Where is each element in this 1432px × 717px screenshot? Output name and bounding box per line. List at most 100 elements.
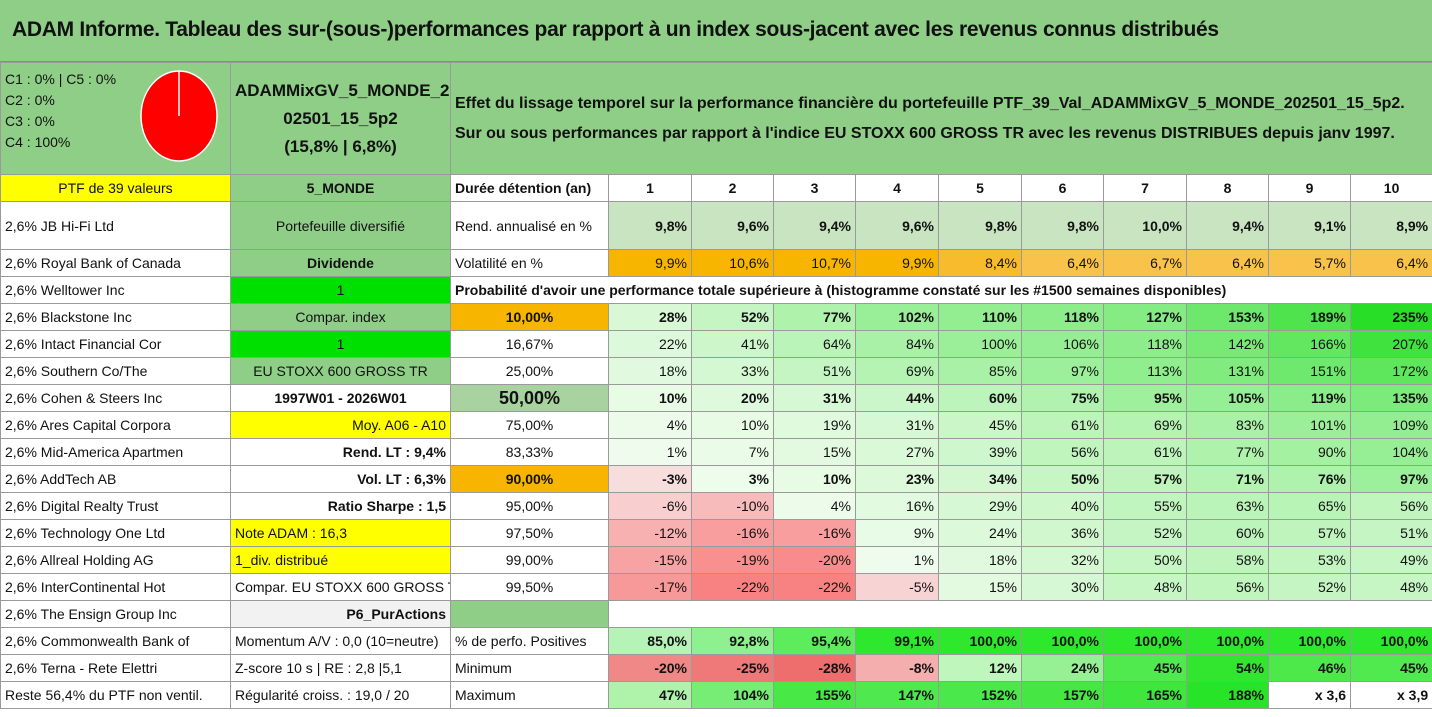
probability-value: 60% [938,384,1022,412]
positives-value: 100,0% [1103,627,1187,655]
probability-value: 27% [855,438,939,466]
probability-value: 84% [855,330,939,358]
info-average-range: Moy. A06 - A10 [230,411,451,439]
year-header: 1 [608,174,692,202]
pie-legend-c3: C3 : 0% [5,113,55,129]
probability-value: 31% [855,411,939,439]
minimum-label: Minimum [450,654,609,682]
probability-value: 7% [691,438,774,466]
probability-value: 10% [773,465,856,493]
info-dividend-distributed: 1_div. distribué [230,546,451,574]
probability-value: 97% [1021,357,1104,385]
probability-threshold: 16,67% [450,330,609,358]
year-header: 10 [1349,174,1432,202]
probability-value: 28% [608,303,692,331]
return-value: 9,8% [938,201,1022,250]
probability-value: 56% [1021,438,1104,466]
positives-value: 99,1% [855,627,939,655]
probability-value: 151% [1268,357,1351,385]
probability-threshold: 25,00% [450,357,609,385]
volatility-value: 8,4% [938,249,1022,277]
holding-name: 2,6% AddTech AB [0,465,231,493]
holding-name: 2,6% Southern Co/The [0,357,231,385]
probability-value: 113% [1103,357,1187,385]
probability-value: 55% [1103,492,1187,520]
probability-threshold: 50,00% [450,384,609,412]
probability-value: -3% [608,465,692,493]
probability-value: 64% [773,330,856,358]
probability-value: 104% [1349,438,1432,466]
info-strategy: P6_PurActions [230,600,451,628]
probability-value: 32% [1021,546,1104,574]
maximum-value: 157% [1021,681,1104,709]
probability-threshold: 90,00% [450,465,609,493]
probability-value: 23% [855,465,939,493]
volatility-value: 6,7% [1103,249,1187,277]
portfolio-name-line2: 02501_15_5p2 [283,108,398,128]
info-adam-score: Note ADAM : 16,3 [230,519,451,547]
table-row: 2,6% Royal Bank of Canada Dividende Volati… [0,249,1432,277]
maximum-value: x 3,6 [1268,681,1351,709]
volatility-label: Volatilité en % [450,249,609,277]
probability-value: 58% [1186,546,1269,574]
holding-name: 2,6% Welltower Inc [0,276,231,304]
table-row: 2,6% Welltower Inc 1 Probabilité d'avoir u… [0,276,1432,304]
probability-value: 48% [1103,573,1187,601]
holding-name: 2,6% Digital Realty Trust [0,492,231,520]
probability-value: 33% [691,357,774,385]
probability-value: 44% [855,384,939,412]
probability-value: 127% [1103,303,1187,331]
probability-value: 207% [1349,330,1432,358]
probability-value: 57% [1103,465,1187,493]
probability-value: 189% [1268,303,1351,331]
allocation-pie-chart [140,70,218,162]
probability-value: 65% [1268,492,1351,520]
probability-value: 24% [938,519,1022,547]
probability-value: 51% [773,357,856,385]
probability-threshold: 95,00% [450,492,609,520]
probability-value: 166% [1268,330,1351,358]
probability-value: 105% [1186,384,1269,412]
info-compar-label: Compar. EU STOXX 600 GROSS TR [230,573,451,601]
probability-threshold: 75,00% [450,411,609,439]
return-value: 9,4% [1186,201,1269,250]
info-dividend: Dividende [230,249,451,277]
probability-threshold: 97,50% [450,519,609,547]
minimum-value: 24% [1021,654,1104,682]
maximum-value: 152% [938,681,1022,709]
probability-header: Probabilité d'avoir une performance tota… [449,276,1432,304]
maximum-label: Maximum [450,681,609,709]
table-row: 2,6% JB Hi-Fi Ltd Portefeuille diversifié… [0,201,1432,250]
info-zscore: Z-score 10 s | RE : 2,8 |5,1 [230,654,451,682]
return-value: 9,6% [855,201,939,250]
table-row: 2,6% Intact Financial Cor 1 16,67% 22% 41% 64… [0,330,1432,358]
holding-name: 2,6% The Ensign Group Inc [0,600,231,628]
report-title: ADAM Informe. Tableau des sur-(sous-)per… [12,18,1219,41]
probability-threshold: 83,33% [450,438,609,466]
holding-name: 2,6% JB Hi-Fi Ltd [0,201,231,250]
table-row: 2,6% Commonwealth Bank of Momentum A/V : … [0,627,1432,655]
holding-name: 2,6% Allreal Holding AG [0,546,231,574]
minimum-value: 45% [1349,654,1432,682]
probability-value: 1% [855,546,939,574]
minimum-value: 45% [1103,654,1187,682]
probability-value: -10% [691,492,774,520]
probability-threshold: 10,00% [450,303,609,331]
probability-value: 95% [1103,384,1187,412]
minimum-value: 54% [1186,654,1269,682]
probability-value: 34% [938,465,1022,493]
probability-value: 48% [1349,573,1432,601]
probability-value: -22% [691,573,774,601]
info-index-name: EU STOXX 600 GROSS TR [230,357,451,385]
probability-value: 51% [1349,519,1432,547]
probability-value: 118% [1021,303,1104,331]
probability-value: 16% [855,492,939,520]
probability-value: 50% [1103,546,1187,574]
holding-name: 2,6% Terna - Rete Elettri [0,654,231,682]
holding-name: 2,6% Technology One Ltd [0,519,231,547]
minimum-value: -20% [608,654,692,682]
table-row: 2,6% Allreal Holding AG 1_div. distribué 9… [0,546,1432,574]
holding-name: Reste 56,4% du PTF non ventil. [0,681,231,709]
pie-legend-c1-c5: C1 : 0% | C5 : 0% [5,71,117,87]
year-header: 7 [1103,174,1187,202]
